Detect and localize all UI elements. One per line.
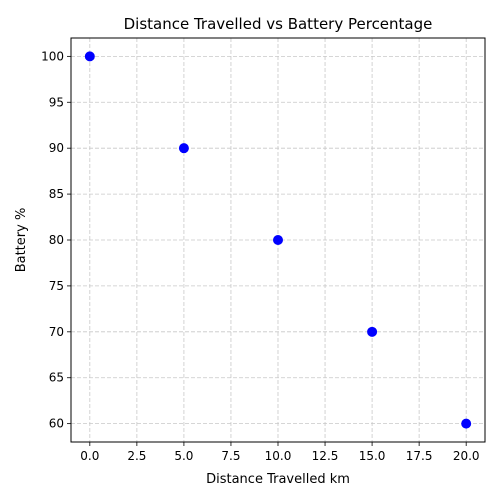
data-point: [84, 51, 95, 62]
tick-marks: [67, 55, 467, 446]
x-tick-label: 15.0: [359, 449, 386, 463]
y-tick-labels: 60 65 70 75 80 85 90 95 100: [41, 49, 64, 430]
x-tick-label: 7.5: [221, 449, 240, 463]
x-tick-labels: 0.0 2.5 5.0 7.5 10.0 12.5 15.0 17.5 20.0: [80, 449, 479, 463]
y-tick-label: 85: [49, 187, 64, 201]
y-tick-label: 75: [49, 279, 64, 293]
data-points: [84, 51, 472, 429]
x-axis-title: Distance Travelled km: [206, 472, 350, 487]
chart-title: Distance Travelled vs Battery Percentage: [124, 15, 433, 33]
y-tick-label: 80: [49, 233, 64, 247]
x-tick-label: 2.5: [127, 449, 146, 463]
y-axis-title: Battery %: [14, 208, 29, 273]
x-tick-label: 0.0: [80, 449, 99, 463]
y-tick-label: 70: [49, 325, 64, 339]
data-point: [178, 143, 189, 154]
x-tick-label: 10.0: [265, 449, 292, 463]
x-tick-label: 20.0: [453, 449, 480, 463]
x-tick-label: 12.5: [312, 449, 339, 463]
data-point: [461, 418, 472, 429]
y-tick-label: 100: [41, 49, 64, 63]
data-point: [273, 235, 283, 245]
x-tick-label: 17.5: [406, 449, 433, 463]
x-tick-label: 5.0: [174, 449, 193, 463]
data-point: [367, 326, 378, 337]
y-tick-label: 90: [49, 141, 64, 155]
y-tick-label: 95: [49, 95, 64, 109]
y-tick-label: 65: [49, 371, 64, 385]
y-tick-label: 60: [49, 417, 64, 431]
